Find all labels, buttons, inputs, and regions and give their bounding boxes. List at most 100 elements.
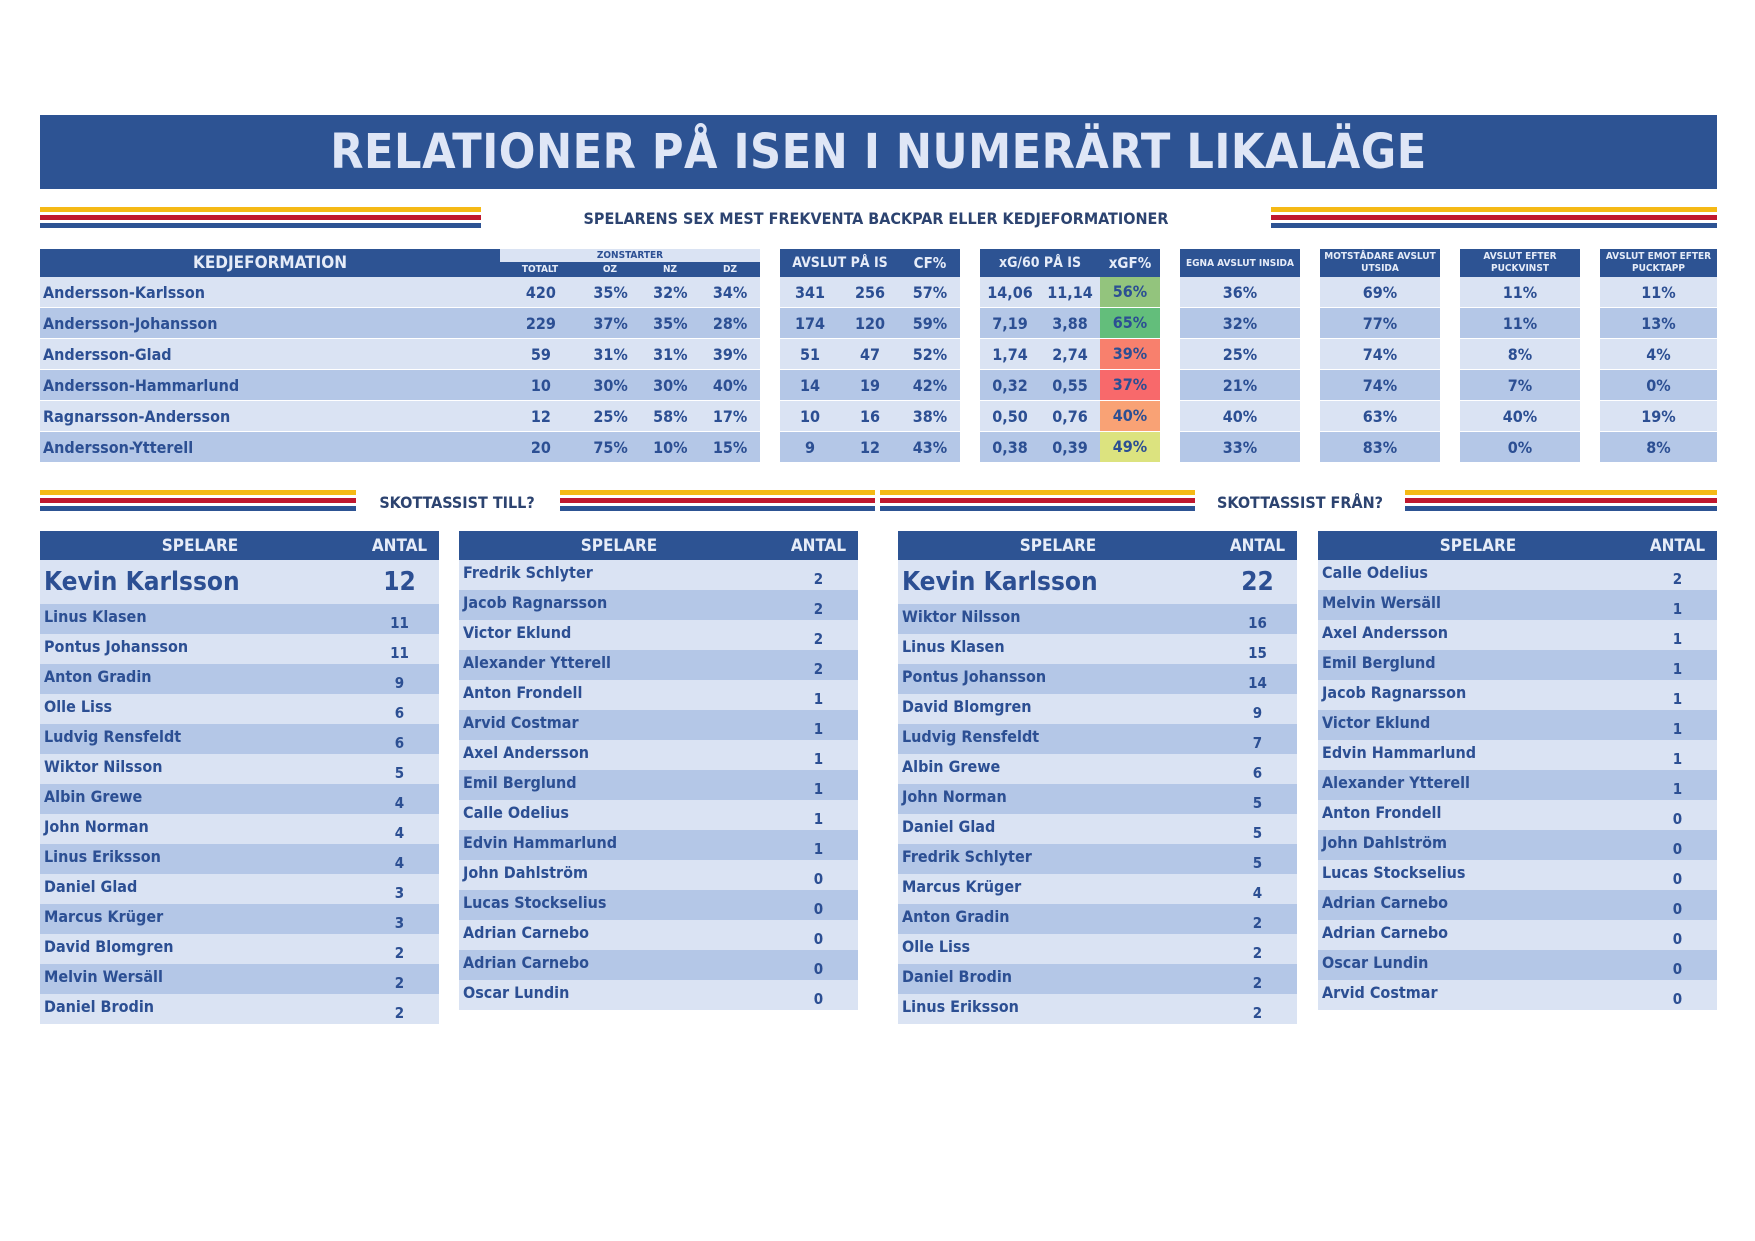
- player-name: Fredrik Schlyter: [463, 562, 593, 582]
- list-item: Marcus Krüger 3: [40, 904, 439, 934]
- dz-value: 39%: [712, 344, 748, 364]
- totalt-value: 20: [530, 437, 551, 457]
- header-xgf: xGF%: [1108, 254, 1152, 272]
- table-row: 0%: [1600, 370, 1717, 401]
- player-name: Marcus Krüger: [902, 876, 1022, 896]
- player-name: Linus Klasen: [902, 636, 1005, 656]
- table-row: Ragnarsson-Andersson 12 25% 58% 17%: [40, 401, 760, 432]
- xga60-value: 0,39: [1052, 437, 1088, 457]
- player-name: Lucas Stockselius: [463, 892, 607, 912]
- xga60-value: 11,14: [1047, 282, 1093, 302]
- player-name: Kevin Karlsson: [44, 567, 240, 597]
- player-count: 15: [1248, 644, 1267, 662]
- player-name: Victor Eklund: [1322, 712, 1431, 732]
- xgf-value: 49%: [1100, 432, 1160, 462]
- list-item: Emil Berglund 1: [1318, 650, 1717, 680]
- xgf60-value: 1,74: [992, 344, 1028, 364]
- assist-till-list-2: SPELARE ANTAL Fredrik Schlyter 2 Jacob Ragn…: [459, 531, 858, 1010]
- player-count: 22: [1241, 567, 1274, 597]
- player-name: Emil Berglund: [1322, 652, 1436, 672]
- header-antal: ANTAL: [1229, 535, 1286, 556]
- inside-block: EGNA AVSLUT INSIDA 36% 32% 25% 21% 40% 33%: [1180, 249, 1300, 463]
- player-name: John Dahlström: [1322, 832, 1448, 852]
- cf-value: 43%: [912, 437, 948, 457]
- list-item: Fredrik Schlyter 5: [898, 844, 1297, 874]
- table-row: 14 19 42%: [780, 370, 960, 401]
- player-count: 1: [1672, 780, 1683, 798]
- shots-for-value: 51: [799, 344, 821, 364]
- table-row: Andersson-Glad 59 31% 31% 39%: [40, 339, 760, 370]
- list-item: Ludvig Rensfeldt 6: [40, 724, 439, 754]
- list-item: Ludvig Rensfeldt 7: [898, 724, 1297, 754]
- pucktapp-value: 13%: [1641, 313, 1676, 333]
- formation-name: Andersson-Glad: [43, 344, 172, 364]
- list-item: Edvin Hammarlund 1: [1318, 740, 1717, 770]
- table-row: 10 16 38%: [780, 401, 960, 432]
- section-subtitle: SPELARENS SEX MEST FREKVENTA BACKPAR ELL…: [583, 209, 1169, 228]
- list-item: John Norman 4: [40, 814, 439, 844]
- list-item: Axel Andersson 1: [459, 740, 858, 770]
- table-row: 11%: [1460, 308, 1580, 339]
- formation-name: Andersson-Karlsson: [43, 282, 205, 302]
- player-name: Axel Andersson: [1322, 622, 1448, 642]
- table-row: 74%: [1320, 339, 1440, 370]
- player-name: Edvin Hammarlund: [463, 832, 618, 852]
- player-name: Melvin Wersäll: [44, 966, 163, 986]
- formation-name: Andersson-Hammarlund: [43, 375, 240, 395]
- pucktapp-value: 4%: [1646, 344, 1671, 364]
- player-count: 2: [1252, 914, 1263, 932]
- totalt-value: 420: [525, 282, 556, 302]
- header-nz: NZ: [662, 264, 678, 275]
- player-count: 0: [1672, 840, 1683, 858]
- list-item: Jacob Ragnarsson 1: [1318, 680, 1717, 710]
- assist-till-list-1: SPELARE ANTAL Kevin Karlsson 12 Linus Klase…: [40, 531, 439, 1024]
- list-item: Daniel Brodin 2: [898, 964, 1297, 994]
- player-name: Daniel Glad: [902, 816, 996, 836]
- table-row: Andersson-Karlsson 420 35% 32% 34%: [40, 277, 760, 308]
- header-spelare: SPELARE: [161, 535, 239, 556]
- xgf60-value: 0,50: [992, 406, 1028, 426]
- list-item: Arvid Costmar 0: [1318, 980, 1717, 1010]
- list-item: Oscar Lundin 0: [1318, 950, 1717, 980]
- header-avslut-puckvinst: AVSLUT EFTER PUCKVINST: [1483, 251, 1557, 274]
- table-row: Andersson-Ytterell 20 75% 10% 15%: [40, 432, 760, 463]
- header-antal: ANTAL: [1649, 535, 1706, 556]
- table-row: 40%: [1460, 401, 1580, 432]
- player-name: Linus Eriksson: [902, 996, 1019, 1016]
- header-kedjeformation: KEDJEFORMATION: [40, 249, 500, 277]
- table-row: 63%: [1320, 401, 1440, 432]
- player-count: 9: [394, 674, 405, 692]
- header-avslut-pucktapp: AVSLUT EMOT EFTER PUCKTAPP: [1605, 251, 1712, 274]
- inside-value: 25%: [1222, 344, 1258, 364]
- list-item: Linus Klasen 11: [40, 604, 439, 634]
- player-name: David Blomgren: [44, 936, 174, 956]
- formation-name: Ragnarsson-Andersson: [43, 406, 231, 426]
- player-name: John Dahlström: [463, 862, 589, 882]
- table-row: 19%: [1600, 401, 1717, 432]
- player-count: 3: [394, 884, 405, 902]
- player-count: 11: [390, 644, 409, 662]
- player-count: 2: [394, 974, 405, 992]
- oz-value: 37%: [593, 313, 628, 333]
- xga60-value: 0,76: [1052, 406, 1088, 426]
- player-count: 1: [813, 750, 824, 768]
- xga60-value: 3,88: [1052, 313, 1088, 333]
- table-row: 4%: [1600, 339, 1717, 370]
- table-row: 40%: [1180, 401, 1300, 432]
- player-name: Oscar Lundin: [1322, 952, 1429, 972]
- page-title: RELATIONER PÅ ISEN I NUMERÄRT LIKALÄGE: [40, 115, 1717, 189]
- list-item: Albin Grewe 6: [898, 754, 1297, 784]
- table-row: 25%: [1180, 339, 1300, 370]
- list-item: John Dahlström 0: [459, 860, 858, 890]
- list-item: Marcus Krüger 4: [898, 874, 1297, 904]
- list-item: Emil Berglund 1: [459, 770, 858, 800]
- header-avslut-pa-is: AVSLUT PÅ IS: [792, 255, 888, 271]
- list-item: John Dahlström 0: [1318, 830, 1717, 860]
- player-name: Melvin Wersäll: [1322, 592, 1441, 612]
- list-item: Oscar Lundin 0: [459, 980, 858, 1010]
- table-row: 8%: [1600, 432, 1717, 463]
- player-count: 1: [813, 690, 824, 708]
- totalt-value: 12: [530, 406, 551, 426]
- puckvinst-value: 40%: [1502, 406, 1538, 426]
- header-antal: ANTAL: [371, 535, 428, 556]
